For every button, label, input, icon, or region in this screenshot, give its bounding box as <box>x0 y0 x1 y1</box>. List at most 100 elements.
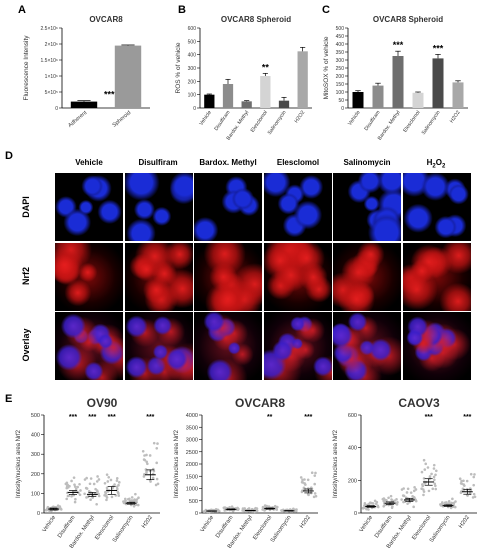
y-tick-label: 150 <box>336 82 345 88</box>
data-point <box>400 498 403 501</box>
data-point <box>105 498 108 502</box>
data-point <box>217 509 221 513</box>
micrograph-overlay-4 <box>263 312 332 380</box>
data-point <box>144 468 148 472</box>
data-point <box>420 470 424 474</box>
data-point <box>309 486 313 489</box>
data-point <box>440 502 444 506</box>
data-point <box>128 499 132 503</box>
data-point <box>427 489 431 493</box>
data-point <box>59 507 63 511</box>
y-tick-label: 300 <box>188 66 197 72</box>
data-point <box>107 475 111 479</box>
data-point <box>89 477 93 480</box>
data-point <box>115 485 119 489</box>
x-tick-label: Vehicle <box>42 515 58 534</box>
data-point <box>428 475 432 478</box>
data-point <box>458 477 462 481</box>
chart-b: OVCAR8 Spheroid ROS % of vehicle 0 100 200 30… <box>175 15 312 141</box>
data-point <box>301 478 304 482</box>
data-point <box>84 486 88 490</box>
data-point <box>106 480 110 483</box>
data-point <box>95 489 99 492</box>
data-point <box>306 478 310 482</box>
bar-bardox-methyl <box>241 101 252 108</box>
bar-spheroid <box>114 45 142 108</box>
x-tick-label: Vehicle <box>359 515 375 534</box>
col-head-h2o2: H2O2 <box>426 158 446 170</box>
col-head-elesclomol: Elesclomol <box>276 158 320 167</box>
data-point <box>117 494 121 497</box>
y-axis-label: Intesity/nucleus area Nrf2 <box>174 429 180 498</box>
data-point <box>156 482 160 486</box>
data-point <box>70 479 73 483</box>
data-point <box>146 462 149 466</box>
data-point <box>151 476 155 480</box>
data-point <box>145 460 148 464</box>
data-point <box>76 485 79 489</box>
micrograph-overlay-3 <box>194 312 262 380</box>
data-point <box>363 506 367 510</box>
y-tick-label: 2500 <box>186 450 198 456</box>
data-point <box>103 481 107 485</box>
data-point <box>451 502 454 505</box>
chart-title: OVCAR8 <box>89 15 123 24</box>
y-tick-label: 600 <box>348 413 357 419</box>
data-point <box>115 476 119 480</box>
x-tick-label: H202 <box>458 515 471 530</box>
data-point <box>115 479 119 482</box>
data-point <box>288 508 292 511</box>
data-point <box>134 492 137 496</box>
micrograph-dapi-3 <box>194 173 262 241</box>
data-point <box>103 494 106 497</box>
significance-label: *** <box>108 414 116 421</box>
data-point <box>155 477 159 481</box>
data-point <box>74 487 78 491</box>
panel-letter-a: A <box>18 4 26 16</box>
panel-letter-c: C <box>322 4 330 16</box>
data-point <box>406 487 410 491</box>
data-point <box>85 476 88 480</box>
data-point <box>152 469 156 473</box>
micrograph-overlay-6 <box>402 312 471 380</box>
y-axis-label: MitoSOX % of vehicle <box>323 36 330 99</box>
data-point <box>83 492 86 496</box>
data-point <box>422 490 426 493</box>
y-tick-label: 500 <box>31 413 40 419</box>
y-tick-label: 0 <box>37 511 40 517</box>
micrograph-dapi-2 <box>124 173 193 241</box>
data-point <box>261 508 264 511</box>
x-tick-label: Adherent <box>67 110 88 129</box>
x-tick-label: Elesclomol <box>94 515 115 541</box>
x-tick-label: Vehicle <box>200 515 216 534</box>
data-point <box>412 505 415 509</box>
y-tick-label: 400 <box>188 53 197 59</box>
data-point <box>73 483 76 486</box>
data-point <box>155 446 159 450</box>
micrograph-overlay-5 <box>333 312 401 380</box>
significance-label: ** <box>262 62 270 72</box>
data-point <box>263 504 267 507</box>
data-point <box>116 487 119 491</box>
significance-label: *** <box>88 414 96 421</box>
data-point <box>313 492 317 495</box>
data-point <box>304 483 307 486</box>
data-point <box>97 494 101 498</box>
data-point <box>405 491 409 494</box>
y-tick-label: 350 <box>336 50 345 56</box>
data-point <box>314 494 318 498</box>
x-tick-label: Salinomycin <box>429 515 452 544</box>
data-point <box>422 493 425 497</box>
y-axis-label: Intesity/nucleus area Nrf2 <box>333 429 339 498</box>
micrograph-dapi-5 <box>333 173 401 241</box>
bar-disulfiram <box>372 85 384 108</box>
chart-e-caov3: CAOV3 Intesity/nucleus area Nrf2 0 200 400 60… <box>333 396 477 548</box>
x-tick-label: Salinomycin <box>270 515 293 544</box>
data-point <box>105 473 109 476</box>
data-point <box>370 501 374 505</box>
data-point <box>275 505 279 509</box>
y-tick-label: 3500 <box>186 425 198 431</box>
data-point <box>65 497 69 501</box>
x-tick-label: Elesclomol <box>250 110 269 134</box>
data-point <box>445 501 448 504</box>
